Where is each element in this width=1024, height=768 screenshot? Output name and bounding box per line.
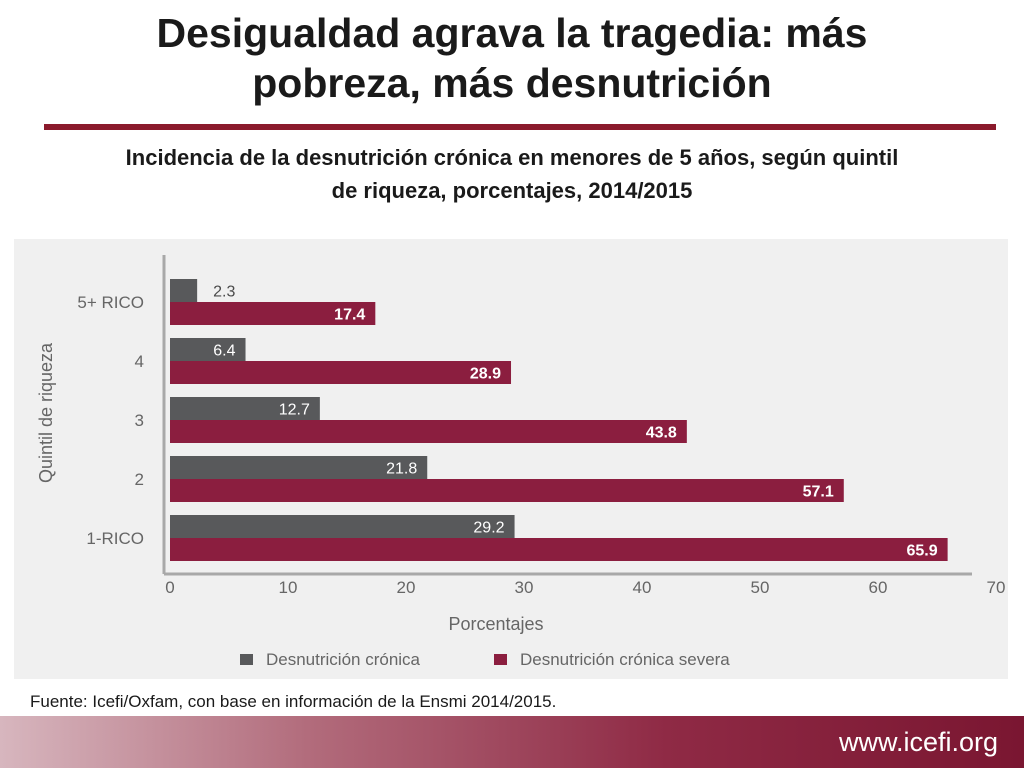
category-label: 3 bbox=[135, 411, 144, 430]
x-tick-label: 30 bbox=[515, 578, 534, 597]
bar-chart: 2.3 17.4 5+ RICO 6.4 28.9 4 12.7 43.8 3 21.8 57.1 2… bbox=[36, 255, 1006, 669]
category-label: 4 bbox=[135, 352, 144, 371]
bar bbox=[170, 302, 376, 325]
bar-value-label: 28.9 bbox=[470, 366, 501, 383]
x-tick-label: 20 bbox=[397, 578, 416, 597]
bar bbox=[170, 361, 512, 384]
slide-title-line-2: pobreza, más desnutrición bbox=[252, 60, 772, 106]
bar bbox=[170, 538, 948, 561]
category-label: 2 bbox=[135, 470, 144, 489]
bar-value-label: 12.7 bbox=[279, 402, 310, 419]
bar-value-label: 29.2 bbox=[473, 520, 504, 537]
bar-value-label: 65.9 bbox=[906, 543, 937, 560]
footer-band: www.icefi.org bbox=[0, 716, 1024, 768]
bar bbox=[170, 479, 844, 502]
legend-swatch bbox=[240, 654, 253, 665]
legend-label: Desnutrición crónica bbox=[266, 650, 421, 669]
x-tick-label: 60 bbox=[869, 578, 888, 597]
y-axis-title: Quintil de riqueza bbox=[36, 342, 56, 483]
x-tick-label: 70 bbox=[987, 578, 1006, 597]
bar-value-label: 2.3 bbox=[213, 284, 235, 301]
category-label: 1-RICO bbox=[86, 529, 144, 548]
legend-label: Desnutrición crónica severa bbox=[520, 650, 730, 669]
legend-swatch bbox=[494, 654, 507, 665]
bar bbox=[170, 456, 428, 479]
x-tick-label: 50 bbox=[751, 578, 770, 597]
slide-title: Desigualdad agrava la tragedia: más pobr… bbox=[0, 8, 1024, 108]
x-tick-label: 0 bbox=[165, 578, 174, 597]
chart-title-line-1: Incidencia de la desnutrición crónica en… bbox=[125, 145, 899, 170]
category-label: 5+ RICO bbox=[77, 293, 144, 312]
x-axis-title: Porcentajes bbox=[448, 614, 543, 634]
bar bbox=[170, 420, 687, 443]
bar-value-label: 43.8 bbox=[646, 425, 677, 442]
chart-title-line-2: de riqueza, porcentajes, 2014/2015 bbox=[331, 178, 693, 203]
bar-value-label: 57.1 bbox=[803, 484, 834, 501]
bar bbox=[170, 397, 320, 420]
bar-value-label: 21.8 bbox=[386, 461, 417, 478]
bar-value-label: 17.4 bbox=[334, 307, 365, 324]
x-tick-label: 10 bbox=[279, 578, 298, 597]
chart-panel: 2.3 17.4 5+ RICO 6.4 28.9 4 12.7 43.8 3 21.8 57.1 2… bbox=[14, 239, 1008, 679]
slide-title-line-1: Desigualdad agrava la tragedia: más bbox=[156, 10, 868, 56]
bar bbox=[170, 515, 515, 538]
bar bbox=[170, 279, 198, 302]
bar bbox=[170, 338, 246, 361]
chart-title: Incidencia de la desnutrición crónica en… bbox=[60, 141, 964, 207]
source-note: Fuente: Icefi/Oxfam, con base en informa… bbox=[30, 692, 557, 711]
title-divider bbox=[44, 124, 996, 130]
footer-url: www.icefi.org bbox=[838, 727, 998, 757]
x-tick-label: 40 bbox=[633, 578, 652, 597]
bar-value-label: 6.4 bbox=[213, 343, 235, 360]
